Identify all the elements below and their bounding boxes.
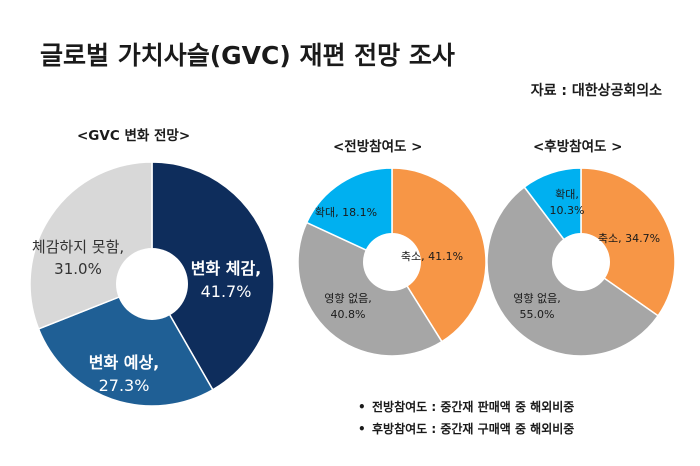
footnotes: • 전방참여도 : 중간재 판매액 중 해외비중 • 후방참여도 : 중간재 구매액… — [358, 398, 574, 442]
pie-0-hole — [116, 248, 188, 320]
pie-0-slice-0 — [151, 161, 275, 391]
pie-1-label-0: 축소, 41.1% — [401, 250, 463, 263]
note-backward: • 후방참여도 : 중간재 구매액 중 해외비중 — [358, 422, 575, 436]
pie-0-label-1: 변화 예상, 27.3% — [89, 353, 160, 395]
pie-1-slice-1 — [297, 221, 443, 357]
pie-0-label-0: 변화 체감, 41.7% — [191, 259, 262, 301]
chart-title-backward: <후방참여도 > — [533, 139, 623, 155]
pie-2-label-1: 영향 없음, 55.0% — [513, 292, 560, 321]
pie-2-label-2: 확대, 10.3% — [550, 188, 585, 217]
source-label: 자료 : 대한상공회의소 — [530, 83, 662, 99]
pie-0-label-2: 체감하지 못함, 31.0% — [32, 238, 124, 278]
pie-2-slice-0 — [580, 167, 676, 317]
pie-1-slice-2 — [305, 167, 393, 264]
note-forward: • 전방참여도 : 중간재 판매액 중 해외비중 — [358, 400, 575, 414]
chart-title-gvc: <GVC 변화 전망> — [77, 128, 191, 144]
pie-1-hole — [363, 233, 421, 291]
pie-1-label-2: 확대, 18.1% — [315, 206, 377, 219]
chart-title-forward: <전방참여도 > — [333, 139, 423, 155]
pie-1-label-1: 영향 없음, 40.8% — [324, 292, 371, 321]
pie-2-label-0: 축소, 34.7% — [598, 232, 660, 245]
pie-2-hole — [552, 233, 610, 291]
note-backward-text: 후방참여도 : 중간재 구매액 중 해외비중 — [372, 422, 575, 436]
page-title: 글로벌 가치사슬(GVC) 재편 전망 조사 — [40, 41, 455, 70]
note-forward-text: 전방참여도 : 중간재 판매액 중 해외비중 — [372, 400, 575, 414]
